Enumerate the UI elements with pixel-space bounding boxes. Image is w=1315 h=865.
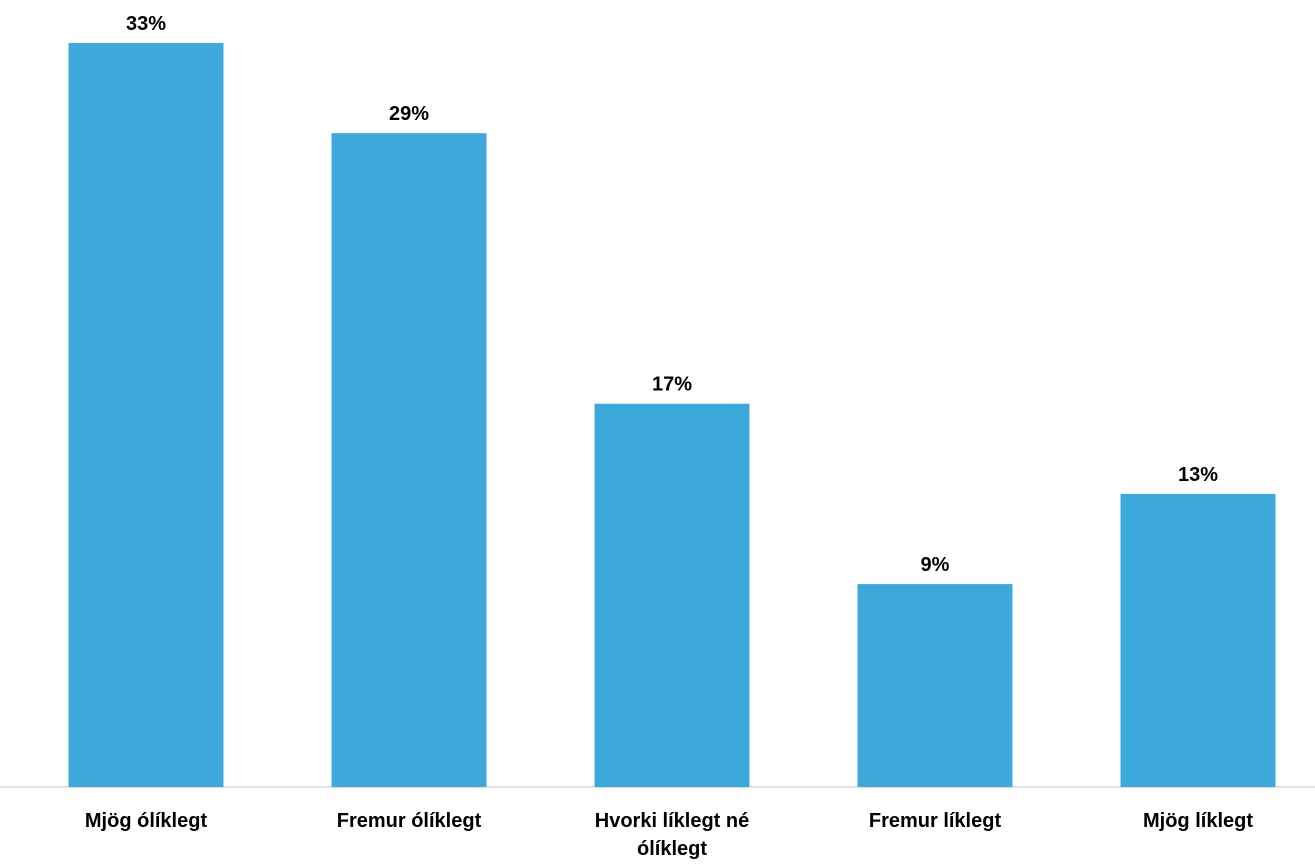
category-label-5: Mjög líklegt [1143, 810, 1253, 832]
value-label-5: 13% [1178, 464, 1218, 486]
bar-4 [857, 584, 1013, 787]
category-label-line: Hvorki líklegt né [595, 810, 750, 832]
value-labels-group: 33% 29% 17% 9% 13% [126, 13, 1218, 576]
value-label-1: 33% [126, 13, 166, 35]
bar-1 [68, 43, 224, 787]
category-label-line: Mjög líklegt [1143, 810, 1253, 832]
category-label-3: Hvorki líklegt né ólíklegt [595, 810, 750, 860]
bar-3 [594, 403, 750, 787]
value-label-2: 29% [389, 103, 429, 125]
bar-2 [331, 133, 487, 787]
category-label-line: Fremur líklegt [869, 810, 1002, 832]
bars-group [68, 43, 1276, 787]
category-label-line: Mjög ólíklegt [85, 810, 208, 832]
category-labels-group: Mjög ólíklegt Fremur ólíklegt Hvorki líkle… [85, 810, 1253, 860]
bar-5 [1120, 493, 1276, 787]
category-label-2: Fremur ólíklegt [337, 810, 482, 832]
category-label-1: Mjög ólíklegt [85, 810, 208, 832]
category-label-line: Fremur ólíklegt [337, 810, 482, 832]
value-label-4: 9% [921, 554, 950, 576]
category-label-line: ólíklegt [637, 838, 707, 860]
category-label-4: Fremur líklegt [869, 810, 1002, 832]
value-label-3: 17% [652, 374, 692, 396]
